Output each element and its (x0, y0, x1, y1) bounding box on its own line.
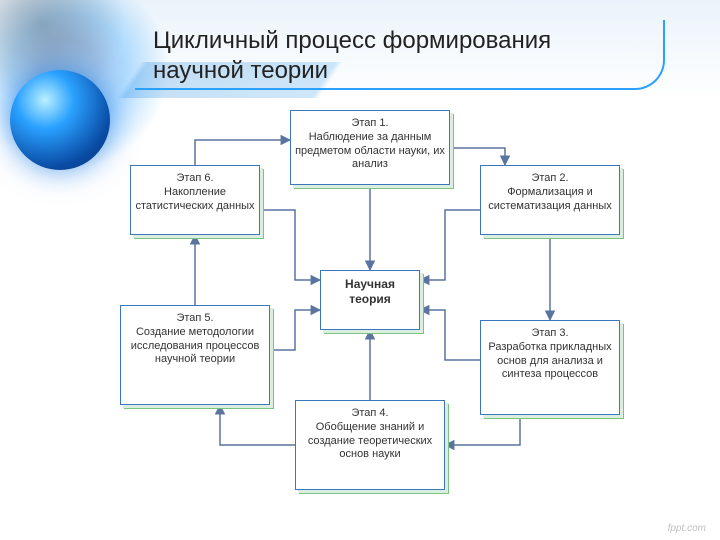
node-label: Формализация и систематизация данных (488, 186, 612, 212)
node-stage: Этап 3. (485, 327, 615, 341)
node-n3: Этап 3.Разработка прикладных основ для а… (480, 320, 620, 415)
node-stage: Этап 6. (135, 172, 255, 186)
node-label: Наблюдение за данным предметом области н… (295, 131, 445, 171)
edge (270, 310, 320, 350)
node-stage: Этап 4. (300, 407, 440, 421)
edge (220, 405, 295, 445)
edge (445, 415, 520, 445)
node-label: Разработка прикладных основ для анализа … (488, 341, 611, 381)
node-n4: Этап 4.Обобщение знаний и создание теоре… (295, 400, 445, 490)
footer-watermark: fppt.com (668, 523, 706, 534)
node-stage: Этап 5. (125, 312, 265, 326)
edge (420, 310, 480, 360)
node-n5: Этап 5.Создание методологии исследования… (120, 305, 270, 405)
node-label: Научная теория (345, 277, 395, 306)
node-n2: Этап 2.Формализация и систематизация дан… (480, 165, 620, 235)
node-center: Научная теория (320, 270, 420, 330)
edge (450, 148, 505, 165)
node-stage: Этап 1. (295, 117, 445, 131)
node-n6: Этап 6.Накопление статистических данных (130, 165, 260, 235)
edge (260, 210, 320, 280)
globe-icon (10, 70, 110, 170)
node-stage: Этап 2. (485, 172, 615, 186)
edge (195, 140, 290, 165)
node-label: Накопление статистических данных (135, 186, 254, 212)
node-label: Создание методологии исследования процес… (131, 326, 260, 366)
title-box: Цикличный процесс формирования научной т… (135, 20, 665, 90)
node-n1: Этап 1.Наблюдение за данным предметом об… (290, 110, 450, 185)
diagram: Этап 1.Наблюдение за данным предметом об… (120, 110, 620, 510)
page-title: Цикличный процесс формирования научной т… (153, 26, 645, 86)
edge (420, 210, 480, 280)
node-label: Обобщение знаний и создание теоретически… (308, 421, 432, 461)
